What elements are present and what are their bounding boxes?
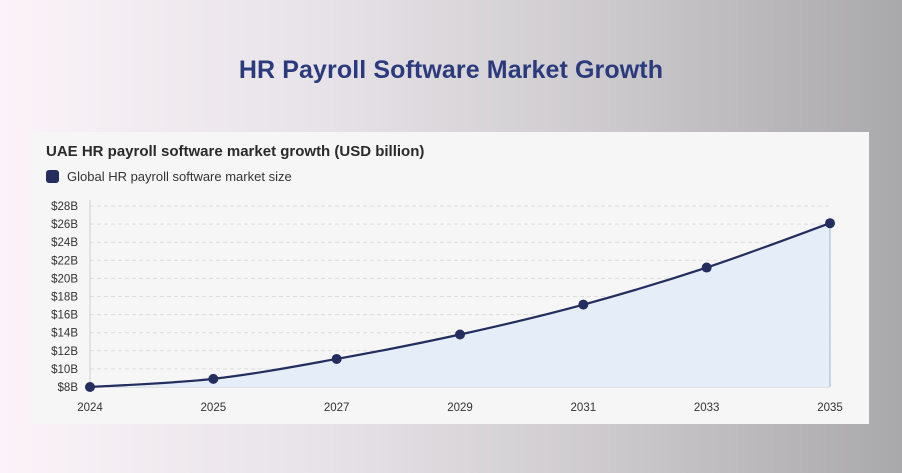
x-tick-label: 2027: [324, 402, 350, 414]
data-point: [578, 299, 589, 310]
y-tick-label: $24B: [51, 237, 78, 249]
page-title: HR Payroll Software Market Growth: [238, 56, 664, 84]
y-tick-label: $26B: [51, 219, 78, 231]
data-point: [825, 218, 835, 229]
chart-card: $8B $10B $12B $14B $16B $18B $20B $22B $24B $26B $…: [31, 132, 869, 424]
y-tick-label: $18B: [51, 292, 78, 304]
legend-label: Global HR payroll software market size: [67, 169, 292, 184]
x-tick-label: 2031: [571, 402, 597, 414]
y-tick-label: $8B: [58, 382, 79, 394]
x-tick-label: 2035: [817, 402, 843, 414]
y-tick-label: $10B: [51, 364, 78, 376]
y-tick-label: $20B: [51, 273, 78, 285]
data-point: [455, 329, 465, 340]
legend-swatch: [46, 170, 59, 183]
series-area: [90, 223, 830, 387]
y-tick-label: $14B: [51, 328, 78, 340]
y-tick-label: $22B: [51, 255, 78, 267]
x-tick-label: 2025: [201, 402, 227, 414]
x-tick-label: 2029: [447, 402, 473, 414]
y-tick-label: $28B: [51, 201, 78, 213]
data-point: [85, 382, 95, 392]
x-tick-label: 2033: [694, 402, 720, 414]
line-chart: $8B $10B $12B $14B $16B $18B $20B $22B $24B $26B $…: [51, 200, 843, 414]
data-point: [208, 373, 219, 384]
legend: Global HR payroll software market size: [46, 169, 292, 184]
x-tick-label: 2024: [77, 402, 103, 414]
data-point: [331, 353, 342, 364]
chart-title: UAE HR payroll software market growth (U…: [46, 143, 425, 160]
y-tick-label: $16B: [51, 310, 78, 322]
y-tick-label: $12B: [51, 346, 78, 358]
data-point: [701, 262, 712, 273]
